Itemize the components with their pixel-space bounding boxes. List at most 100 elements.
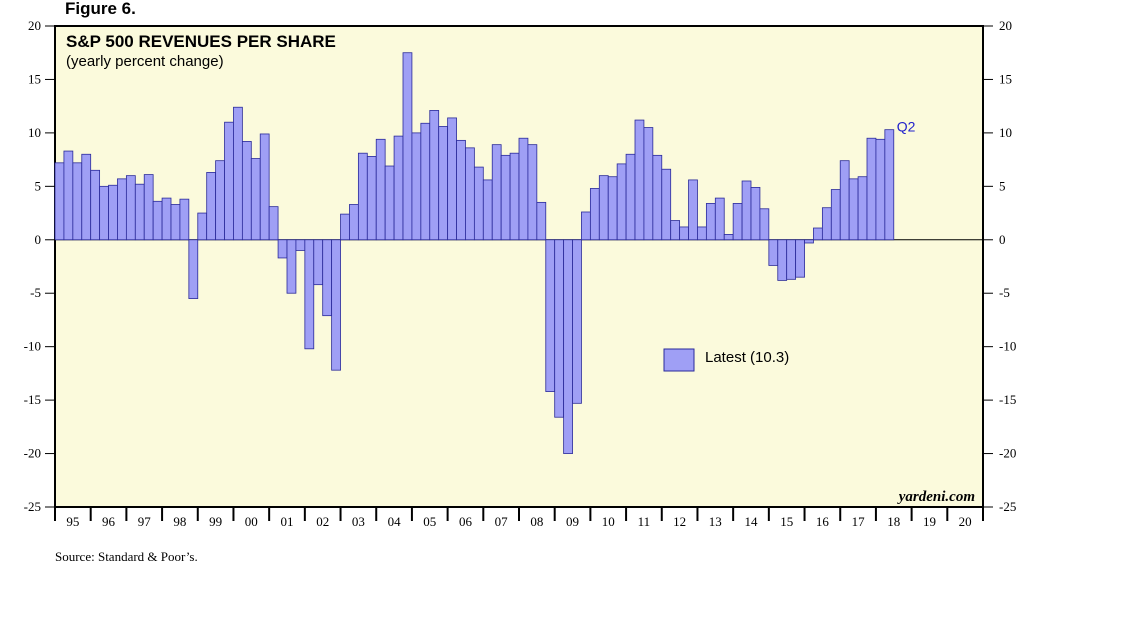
bar xyxy=(679,226,689,241)
bar xyxy=(447,117,457,241)
y-tick-label-right: 15 xyxy=(999,71,1012,86)
bar xyxy=(349,204,359,241)
x-tick-label: 01 xyxy=(281,514,294,529)
bar xyxy=(777,239,788,281)
x-tick-label: 14 xyxy=(745,514,759,529)
source-note: Source: Standard & Poor’s. xyxy=(55,549,198,564)
bar xyxy=(268,206,279,241)
watermark: yardeni.com xyxy=(897,489,975,505)
bar xyxy=(143,174,154,241)
bar xyxy=(161,197,172,241)
bar xyxy=(99,185,109,241)
x-tick-label: 09 xyxy=(566,514,579,529)
plot-background xyxy=(54,25,984,508)
y-tick-label-right: 20 xyxy=(999,18,1012,33)
bar xyxy=(670,220,681,241)
bar xyxy=(108,184,118,241)
x-tick-label: 07 xyxy=(495,514,509,529)
bar xyxy=(866,137,877,241)
x-tick-label: 99 xyxy=(209,514,222,529)
bar xyxy=(170,204,181,241)
x-tick-label: 10 xyxy=(602,514,615,529)
x-tick-label: 00 xyxy=(245,514,258,529)
bar xyxy=(438,126,449,241)
y-tick-label-left: -25 xyxy=(24,499,41,514)
bar xyxy=(830,189,841,241)
y-tick-label-right: -10 xyxy=(999,339,1016,354)
y-tick-label-left: 5 xyxy=(35,178,42,193)
bar xyxy=(554,239,565,418)
x-tick-label: 04 xyxy=(388,514,402,529)
bar xyxy=(117,178,127,241)
latest-quarter-label: Q2 xyxy=(897,119,916,135)
x-tick-label: 06 xyxy=(459,514,473,529)
y-tick-label-right: -5 xyxy=(999,285,1010,300)
y-tick-label-left: 20 xyxy=(28,18,41,33)
bar xyxy=(857,176,868,241)
bar xyxy=(54,162,65,241)
bar xyxy=(277,239,288,259)
bar xyxy=(688,179,698,241)
y-tick-label-left: 10 xyxy=(28,125,41,140)
x-tick-label: 11 xyxy=(638,514,651,529)
x-tick-label: 02 xyxy=(316,514,329,529)
bar xyxy=(884,129,895,241)
x-tick-label: 17 xyxy=(852,514,866,529)
bar xyxy=(652,154,663,241)
x-tick-label: 16 xyxy=(816,514,830,529)
figure-label: Figure 6. xyxy=(65,0,136,18)
bar xyxy=(250,158,261,241)
legend-label: Latest (10.3) xyxy=(705,349,789,366)
x-tick-label: 98 xyxy=(173,514,186,529)
bar xyxy=(741,180,752,241)
bar xyxy=(714,197,725,241)
bar xyxy=(500,154,511,241)
bar xyxy=(759,208,770,241)
bar xyxy=(705,203,716,241)
bar xyxy=(491,144,502,241)
bar xyxy=(750,186,761,241)
x-tick-label: 15 xyxy=(780,514,793,529)
bar xyxy=(197,212,208,241)
y-tick-label-right: -20 xyxy=(999,446,1016,461)
bar xyxy=(215,160,225,241)
bar xyxy=(366,155,377,241)
bar xyxy=(152,200,163,241)
x-tick-label: 18 xyxy=(887,514,900,529)
bar xyxy=(384,165,395,241)
bar xyxy=(81,153,92,241)
x-tick-label: 03 xyxy=(352,514,365,529)
bar xyxy=(616,163,627,241)
bar xyxy=(233,106,243,241)
chart-subtitle: (yearly percent change) xyxy=(66,53,224,70)
bar xyxy=(607,176,618,241)
bar xyxy=(402,52,413,241)
bar xyxy=(134,183,145,241)
x-tick-label: 97 xyxy=(138,514,152,529)
bar xyxy=(589,188,600,241)
bar xyxy=(357,152,368,241)
y-tick-label-left: 15 xyxy=(28,71,41,86)
bar xyxy=(313,239,324,286)
bar xyxy=(295,239,306,251)
x-tick-label: 95 xyxy=(66,514,79,529)
bar xyxy=(90,169,101,241)
y-tick-label-left: -10 xyxy=(24,339,41,354)
y-tick-label-right: 10 xyxy=(999,125,1012,140)
bar xyxy=(286,239,297,294)
y-tick-label-right: -15 xyxy=(999,392,1016,407)
bar xyxy=(482,179,493,241)
bar xyxy=(241,141,252,241)
bar xyxy=(848,178,859,241)
bar xyxy=(875,138,886,241)
bar xyxy=(259,133,270,241)
x-tick-label: 13 xyxy=(709,514,722,529)
bar xyxy=(72,162,83,241)
x-tick-label: 05 xyxy=(423,514,436,529)
bar xyxy=(465,147,475,241)
bar xyxy=(224,121,234,241)
bar xyxy=(536,201,547,241)
bar xyxy=(732,203,743,241)
bar xyxy=(456,139,466,241)
